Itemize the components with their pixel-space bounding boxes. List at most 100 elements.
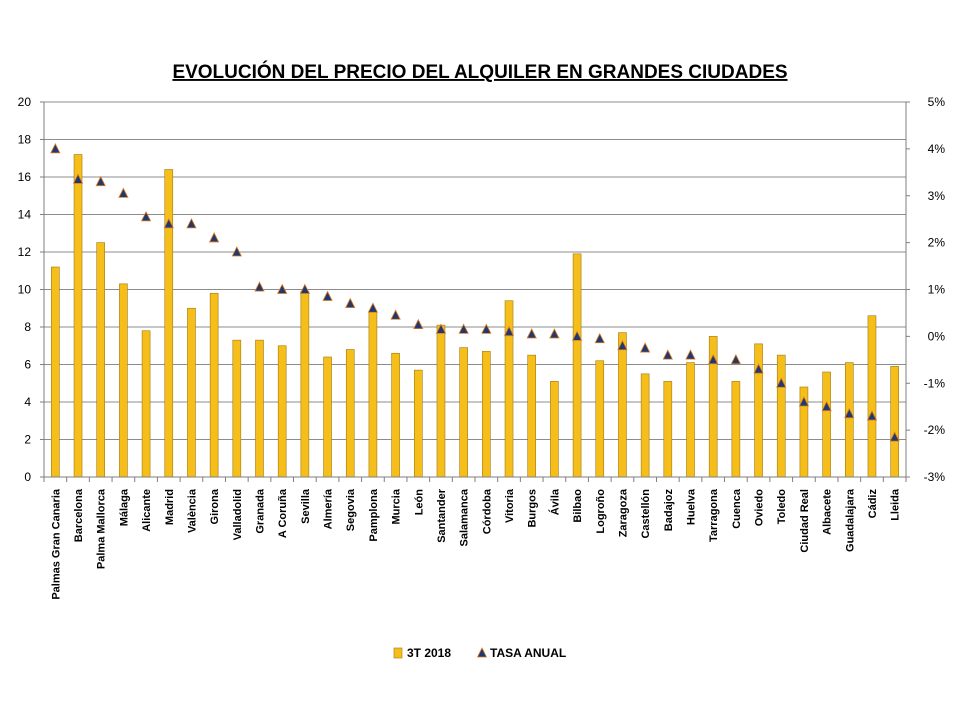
category-label: Albacete [822,489,834,535]
category-label: Santander [436,488,448,543]
rate-marker [435,323,447,334]
category-label: Bilbao [572,489,584,523]
rate-marker [503,325,515,337]
category-label: Segovia [345,488,357,531]
right-tick-label: 0% [928,329,946,343]
rate-marker [798,396,810,407]
category-label: València [186,488,198,533]
category-label: Guadalajara [844,488,856,552]
rate-marker [617,339,628,351]
bar [640,373,650,478]
rate-marker [254,281,265,292]
bar [391,352,400,478]
rate-marker [549,328,560,339]
left-tick-label: 14 [18,208,32,222]
rate-marker [367,302,379,313]
bar [51,266,60,478]
bar [277,345,287,478]
rate-marker [708,353,719,365]
rate-marker [140,210,152,222]
bar [459,347,468,478]
rate-marker [72,173,84,184]
axes [40,101,910,482]
legend-bar-swatch [393,647,403,659]
rate-marker [95,175,106,187]
bar [119,283,128,478]
left-tick-label: 10 [18,283,32,297]
legend-triangle-icon [476,647,488,658]
rate-marker [208,232,220,243]
category-label: Girona [209,488,221,524]
rate-marker [413,318,424,330]
bar [209,292,219,478]
bar [731,381,741,478]
left-axis-ticks: 0 2 4 6 8 10 12 14 16 18 20 [18,95,32,484]
bar [413,369,423,478]
rate-marker [730,353,742,365]
bar [96,242,106,478]
bar [255,339,264,478]
right-tick-label: 2% [928,236,946,250]
rate-marker [390,309,401,320]
rate-marker [594,332,605,344]
category-label: Tarragona [708,488,720,542]
category-label: Valladolid [232,489,244,540]
right-tick-label: 4% [928,142,946,156]
rate-marker [481,323,492,334]
bar [345,349,355,478]
rate-marker [639,342,651,353]
category-label: Granada [255,488,267,534]
bar [436,324,446,478]
rate-marker [163,217,174,229]
bar [663,381,673,478]
category-label: Madrid [164,489,176,525]
chart-title: EVOLUCIÓN DEL PRECIO DEL ALQUILER EN GRA… [172,61,787,83]
bar [187,307,196,478]
right-tick-label: -2% [924,423,946,437]
rate-marker [322,290,333,301]
rate-marker [231,246,242,257]
rate-marker [345,297,356,308]
left-tick-label: 0 [24,470,31,484]
bar [822,371,831,478]
left-tick-label: 2 [24,433,31,447]
left-tick-label: 20 [18,95,32,109]
right-axis-ticks: -3% -2% -1% 0% 1% 2% 3% 4% 5% [924,95,946,484]
gridlines [44,101,906,440]
category-label: Palma Mallorca [96,488,108,569]
category-label: León [413,489,425,516]
category-label: Badajoz [663,489,675,532]
rate-marker [118,187,129,198]
bar [890,366,899,478]
rate-marker [571,330,583,341]
category-label: Sevilla [300,488,312,524]
category-label: Toledo [776,489,788,525]
rate-marker [685,349,696,360]
bar [73,154,83,478]
category-label: Cádiz [867,489,879,519]
category-label: Castellón [640,489,652,539]
category-label: Oviedo [754,489,766,527]
rate-marker [526,328,537,339]
bar [482,351,491,478]
right-tick-label: 1% [928,283,946,297]
left-tick-label: 4 [24,395,31,409]
category-label: Barcelona [73,488,85,542]
left-tick-label: 12 [18,245,32,259]
rate-marker [821,400,832,412]
bar-series [51,154,899,478]
rate-marker [50,142,61,154]
category-label: Logroño [595,489,607,534]
category-label: Salamanca [459,488,471,546]
right-tick-label: -3% [924,470,946,484]
category-label: Vitoria [504,488,516,523]
right-tick-label: 3% [928,189,946,203]
category-label: Alicante [141,489,153,532]
category-label: Ciudad Real [799,489,811,553]
category-label: Málaga [118,488,130,526]
rate-marker [299,283,311,294]
rate-marker [866,410,878,421]
left-tick-label: 6 [24,358,31,372]
bar [368,311,378,478]
